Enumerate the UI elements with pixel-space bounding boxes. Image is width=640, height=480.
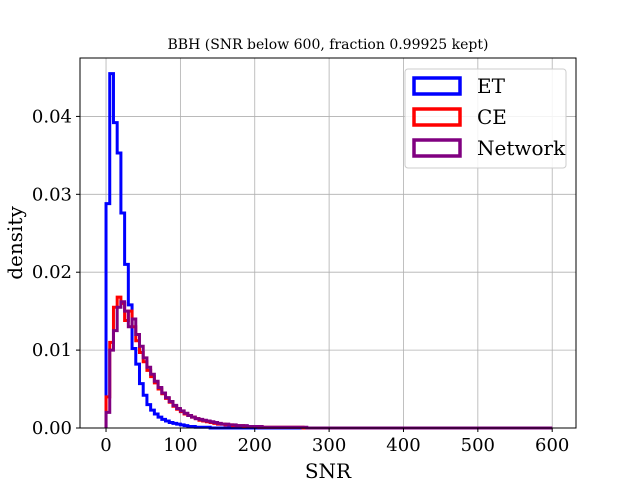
y-tick-label-3: 0.03 xyxy=(32,184,72,205)
legend: ET CE Network xyxy=(404,68,567,169)
legend-swatch-ce xyxy=(412,107,462,127)
y-axis-label: density xyxy=(3,206,27,280)
y-tick-label-1: 0.01 xyxy=(32,340,72,361)
y-axis-ticks: 0.00 0.01 0.02 0.03 0.04 xyxy=(32,106,80,439)
x-tick-label-5: 500 xyxy=(461,435,495,456)
series-et-step xyxy=(104,72,553,430)
y-tick-label-4: 0.04 xyxy=(32,106,72,127)
x-tick-label-6: 600 xyxy=(535,435,569,456)
legend-label-ce: CE xyxy=(477,105,507,129)
x-tick-label-3: 300 xyxy=(312,435,346,456)
x-axis-label: SNR xyxy=(305,459,352,480)
x-tick-label-4: 400 xyxy=(386,435,420,456)
legend-swatch-network xyxy=(412,138,462,158)
legend-label-et: ET xyxy=(477,74,506,98)
y-tick-label-2: 0.02 xyxy=(32,262,72,283)
series-network-step xyxy=(104,300,553,430)
series-layer xyxy=(104,72,553,430)
y-tick-label-0: 0.00 xyxy=(32,418,72,439)
x-tick-label-0: 0 xyxy=(100,435,111,456)
x-tick-label-2: 200 xyxy=(238,435,272,456)
legend-swatch-et xyxy=(412,76,462,96)
legend-label-network: Network xyxy=(477,136,566,160)
chart-title: BBH (SNR below 600, fraction 0.99925 kep… xyxy=(168,37,489,53)
x-axis-ticks: 0 100 200 300 400 500 600 xyxy=(100,428,569,456)
axes-frame xyxy=(79,57,577,429)
x-tick-label-1: 100 xyxy=(163,435,197,456)
